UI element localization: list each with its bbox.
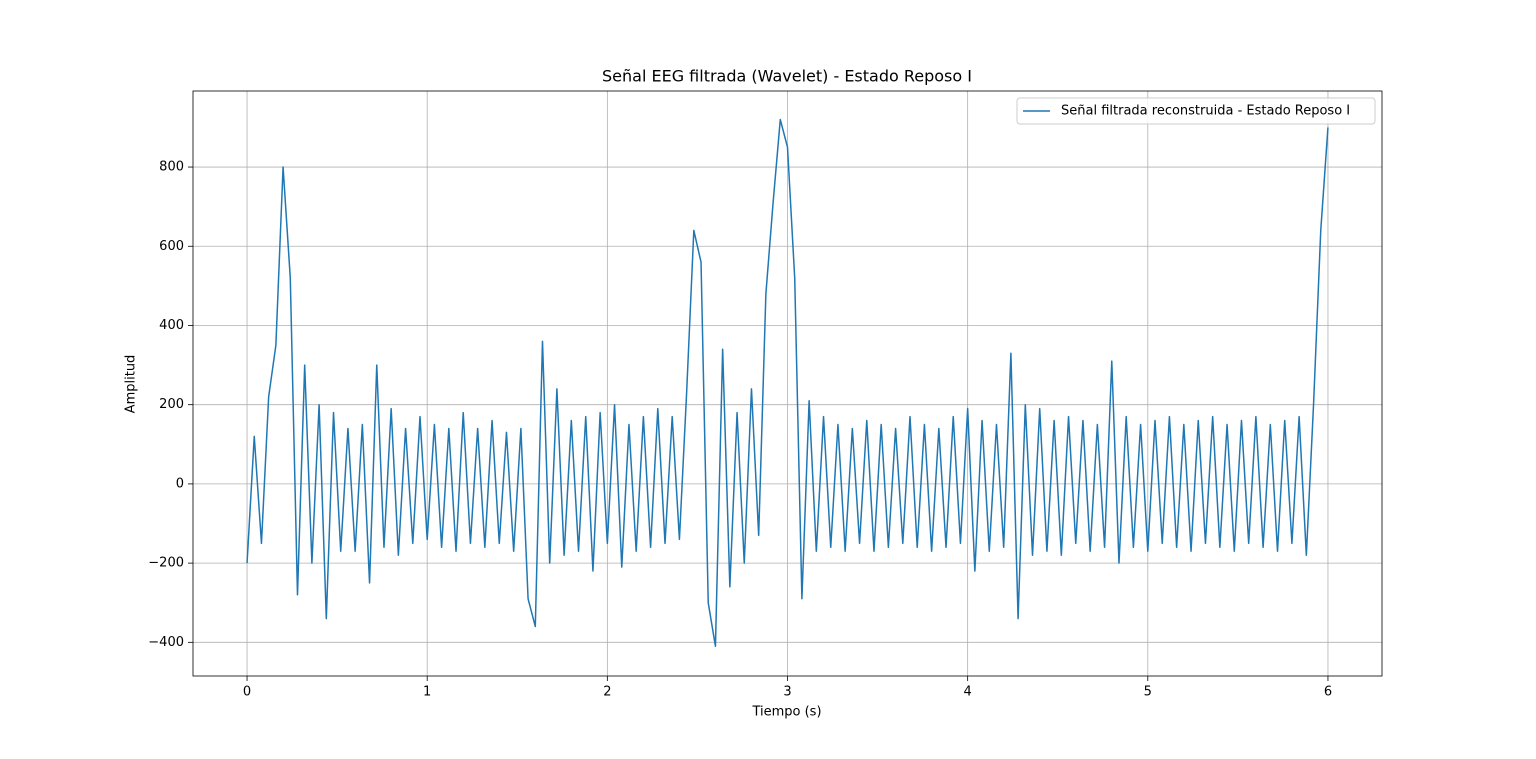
y-tick-label: 200 bbox=[159, 397, 184, 412]
x-tick-label: 3 bbox=[783, 685, 791, 700]
legend-label: Señal filtrada reconstruida - Estado Rep… bbox=[1061, 104, 1350, 119]
plot-frame bbox=[192, 90, 1383, 677]
x-tick-label: 2 bbox=[603, 685, 611, 700]
y-tick-label: 600 bbox=[159, 239, 184, 254]
x-tick-label: 6 bbox=[1324, 685, 1332, 700]
legend-box bbox=[1016, 97, 1376, 125]
y-tick-label: 400 bbox=[159, 318, 184, 333]
x-tick-label: 4 bbox=[964, 685, 972, 700]
y-tick-label: 0 bbox=[176, 476, 184, 491]
x-axis-label: Tiempo (s) bbox=[751, 705, 821, 720]
y-tick-label: −200 bbox=[148, 556, 184, 571]
y-tick-label: 800 bbox=[159, 160, 184, 175]
x-tick-label: 5 bbox=[1144, 685, 1152, 700]
series-line bbox=[246, 118, 1329, 648]
chart-title: Señal EEG filtrada (Wavelet) - Estado Re… bbox=[602, 67, 972, 86]
x-tick-label: 0 bbox=[243, 685, 251, 700]
y-axis-label: Amplitud bbox=[124, 355, 139, 414]
y-tick-label: −400 bbox=[148, 635, 184, 650]
x-tick-label: 1 bbox=[423, 685, 431, 700]
